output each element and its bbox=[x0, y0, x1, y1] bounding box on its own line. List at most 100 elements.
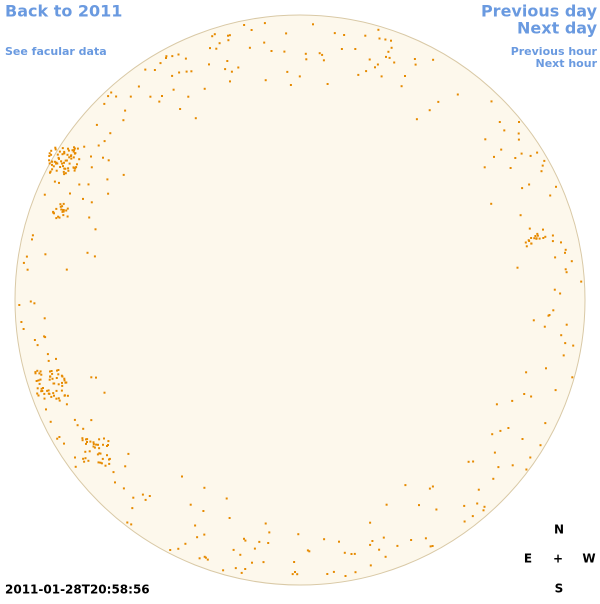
facula bbox=[544, 422, 547, 425]
facula bbox=[431, 485, 434, 488]
facula bbox=[263, 41, 266, 44]
facula bbox=[36, 344, 39, 347]
facula bbox=[230, 70, 233, 73]
facular-link[interactable]: See facular data bbox=[5, 45, 107, 58]
facula bbox=[43, 392, 46, 395]
facula bbox=[388, 56, 391, 59]
facula bbox=[285, 32, 288, 35]
previous-day-link[interactable]: Previous day bbox=[481, 2, 598, 21]
facula bbox=[66, 215, 69, 218]
previous-hour-link[interactable]: Previous hour bbox=[511, 45, 598, 58]
facula bbox=[50, 153, 53, 156]
facula bbox=[203, 486, 206, 489]
facula bbox=[509, 167, 512, 169]
facula bbox=[62, 170, 65, 173]
facula bbox=[74, 167, 77, 170]
facula bbox=[158, 100, 161, 103]
facula bbox=[70, 154, 73, 157]
facula bbox=[49, 171, 51, 174]
facula bbox=[87, 459, 90, 462]
facula bbox=[564, 268, 567, 271]
next-day-link[interactable]: Next day bbox=[517, 19, 598, 38]
facula bbox=[57, 215, 60, 218]
facula bbox=[86, 438, 89, 441]
facula bbox=[532, 319, 535, 322]
facula bbox=[431, 545, 434, 547]
facula bbox=[323, 538, 326, 541]
facula bbox=[55, 389, 58, 392]
facula bbox=[50, 370, 53, 372]
next-hour-link[interactable]: Next hour bbox=[536, 57, 598, 70]
timestamp: 2011-01-28T20:58:56 bbox=[5, 583, 150, 597]
facula bbox=[31, 238, 33, 241]
facula bbox=[29, 300, 32, 303]
facula bbox=[467, 460, 470, 463]
facula bbox=[108, 462, 111, 465]
facula bbox=[58, 399, 61, 402]
facula bbox=[528, 227, 531, 230]
facula bbox=[103, 140, 106, 143]
facula bbox=[58, 150, 61, 153]
facula bbox=[387, 50, 390, 53]
facula bbox=[44, 253, 47, 256]
facula bbox=[560, 334, 563, 337]
facula bbox=[82, 197, 84, 200]
facula bbox=[376, 63, 379, 66]
facula bbox=[340, 48, 343, 50]
facula bbox=[263, 22, 266, 25]
facula bbox=[471, 515, 474, 518]
facula bbox=[159, 62, 162, 65]
facula bbox=[237, 66, 240, 69]
facula bbox=[343, 551, 346, 554]
facula bbox=[211, 35, 214, 38]
facula bbox=[364, 34, 367, 37]
facula bbox=[326, 83, 329, 85]
facula bbox=[66, 394, 69, 397]
facula bbox=[521, 438, 524, 440]
facula bbox=[390, 46, 393, 49]
facula bbox=[312, 23, 314, 26]
facula bbox=[298, 75, 301, 78]
facula bbox=[267, 542, 270, 544]
facula bbox=[50, 149, 53, 152]
facula bbox=[57, 373, 60, 376]
facula bbox=[78, 158, 81, 161]
facula bbox=[239, 553, 242, 556]
facula bbox=[34, 371, 37, 374]
facula bbox=[106, 178, 109, 181]
compass-south: S bbox=[555, 582, 564, 596]
facula bbox=[68, 156, 71, 159]
facula bbox=[493, 451, 496, 454]
facula bbox=[86, 441, 88, 443]
facula bbox=[519, 214, 522, 217]
facula bbox=[250, 29, 253, 31]
facula bbox=[369, 543, 372, 546]
facula bbox=[83, 145, 86, 148]
back-link[interactable]: Back to 2011 bbox=[5, 2, 122, 21]
facula bbox=[530, 395, 533, 398]
facula bbox=[371, 540, 374, 542]
facula bbox=[55, 162, 58, 165]
facula bbox=[63, 442, 65, 445]
facula bbox=[194, 524, 197, 527]
facula bbox=[413, 58, 416, 60]
facula bbox=[554, 389, 557, 392]
facula bbox=[229, 80, 231, 83]
facula bbox=[224, 68, 227, 71]
facula bbox=[67, 169, 70, 172]
facula bbox=[49, 370, 51, 373]
facula bbox=[490, 100, 493, 103]
facula bbox=[107, 95, 110, 98]
facula bbox=[437, 100, 440, 103]
facula bbox=[382, 536, 385, 539]
facula bbox=[63, 379, 66, 382]
facula bbox=[203, 533, 206, 536]
facula bbox=[56, 437, 59, 440]
facula bbox=[122, 119, 125, 122]
facula bbox=[20, 321, 23, 323]
facula bbox=[384, 555, 387, 558]
facula bbox=[64, 167, 67, 170]
facula bbox=[308, 550, 311, 553]
facula bbox=[525, 371, 528, 374]
